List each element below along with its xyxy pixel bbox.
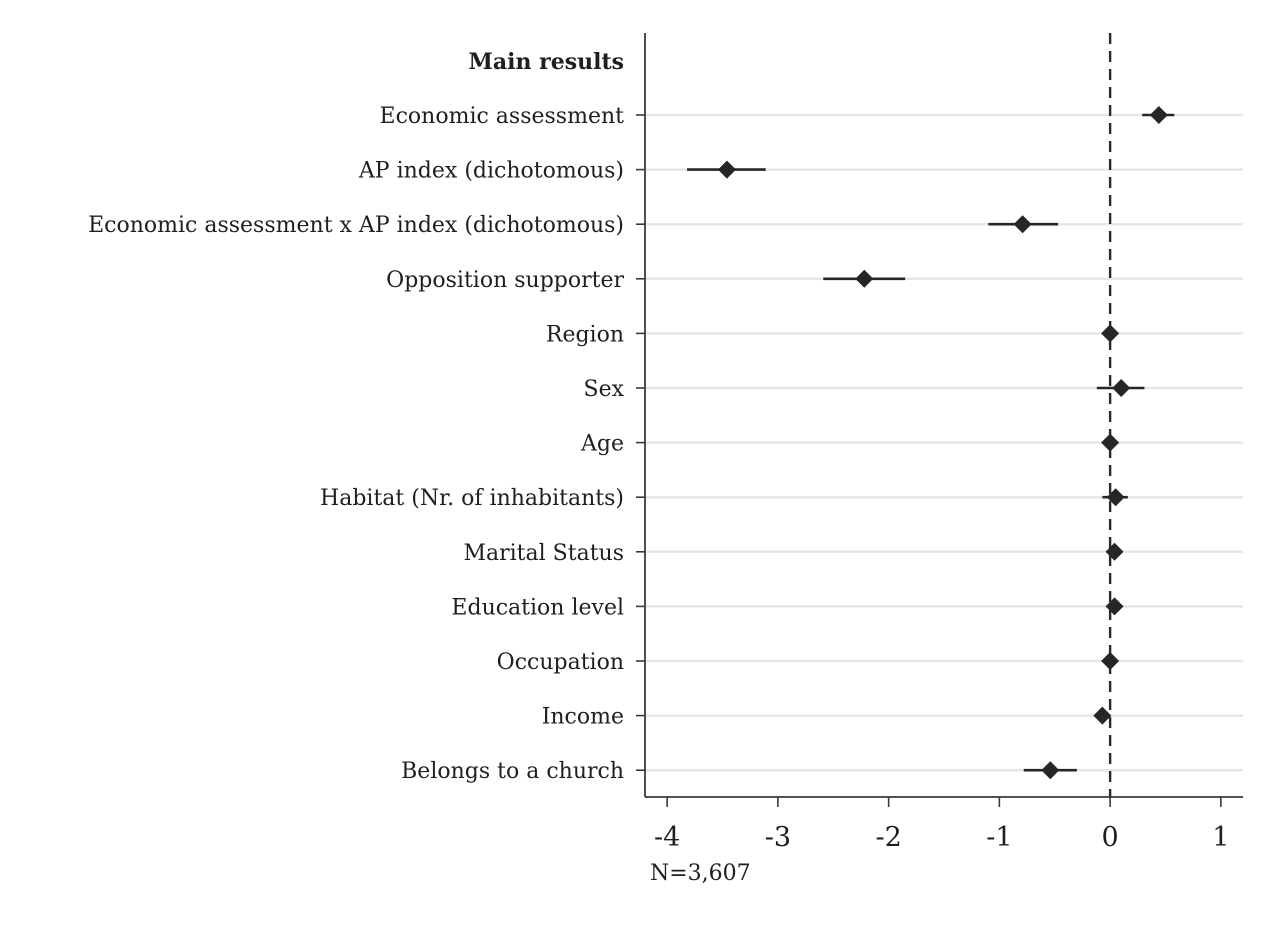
row-label: Habitat (Nr. of inhabitants) <box>320 486 624 511</box>
point-estimate-marker <box>1112 379 1131 397</box>
x-tick-label: -2 <box>875 822 901 853</box>
point-estimate-marker <box>855 269 874 288</box>
header-label: Main results <box>469 49 625 75</box>
x-tick-label: -4 <box>654 822 680 853</box>
x-tick-label: 1 <box>1212 822 1229 853</box>
point-estimate-marker <box>1041 761 1060 780</box>
point-estimate-marker <box>717 160 736 179</box>
row-label: Marital Status <box>463 541 624 566</box>
point-estimate-marker <box>1106 488 1125 507</box>
x-tick-label: -3 <box>765 822 791 853</box>
sample-size-note: N=3,607 <box>650 861 751 886</box>
row-label: Income <box>542 705 624 730</box>
row-label: Occupation <box>497 650 624 675</box>
point-estimate-marker <box>1013 215 1032 234</box>
x-tick-label: -1 <box>986 822 1012 853</box>
point-estimate-marker <box>1101 324 1120 343</box>
point-estimate-marker <box>1149 106 1168 124</box>
row-label: Sex <box>584 377 625 402</box>
point-estimate-marker <box>1101 433 1120 452</box>
row-label: Region <box>546 322 624 347</box>
point-estimate-marker <box>1101 652 1120 670</box>
row-labels: Main results Economic assessment AP index… <box>88 49 624 784</box>
x-tick-label: 0 <box>1102 822 1119 853</box>
row-label: Belongs to a church <box>401 759 624 784</box>
row-label: Economic assessment x AP index (dichotom… <box>88 213 624 238</box>
point-estimate-marker <box>1105 542 1124 561</box>
point-estimates <box>717 106 1168 780</box>
row-label: Education level <box>451 595 624 620</box>
x-tick-labels: -4 -3 -2 -1 0 1 <box>654 822 1229 853</box>
row-label: Opposition supporter <box>386 268 624 293</box>
row-label: AP index (dichotomous) <box>358 159 624 184</box>
point-estimate-marker <box>1105 597 1124 616</box>
gridlines <box>645 113 1243 772</box>
row-label: Age <box>580 432 624 457</box>
axes <box>636 33 1243 807</box>
point-estimate-marker <box>1093 706 1112 725</box>
row-label: Economic assessment <box>380 104 625 129</box>
